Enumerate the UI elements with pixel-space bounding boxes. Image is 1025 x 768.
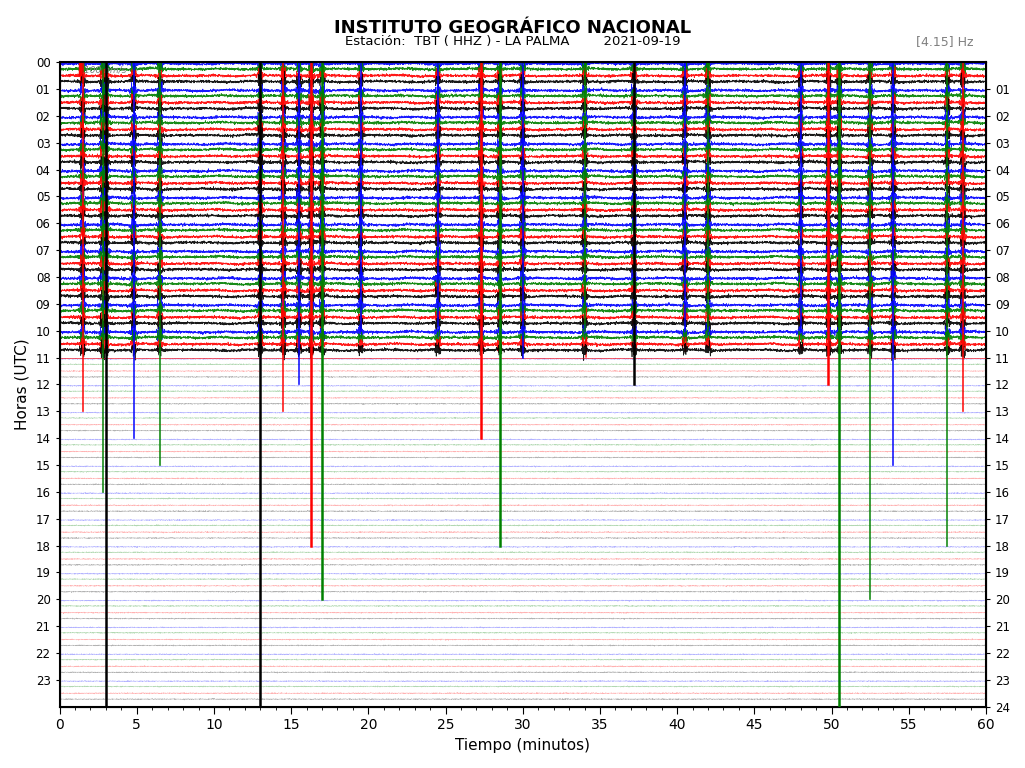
Text: INSTITUTO GEOGRÁFICO NACIONAL: INSTITUTO GEOGRÁFICO NACIONAL [334,19,691,37]
Text: [4.15] Hz: [4.15] Hz [916,35,974,48]
Text: Estación:  TBT ( HHZ ) - LA PALMA        2021-09-19: Estación: TBT ( HHZ ) - LA PALMA 2021-09… [344,35,681,48]
Text: 100 nm/s: 100 nm/s [84,65,127,74]
Y-axis label: Horas (UTC): Horas (UTC) [15,339,30,430]
X-axis label: Tiempo (minutos): Tiempo (minutos) [455,738,590,753]
